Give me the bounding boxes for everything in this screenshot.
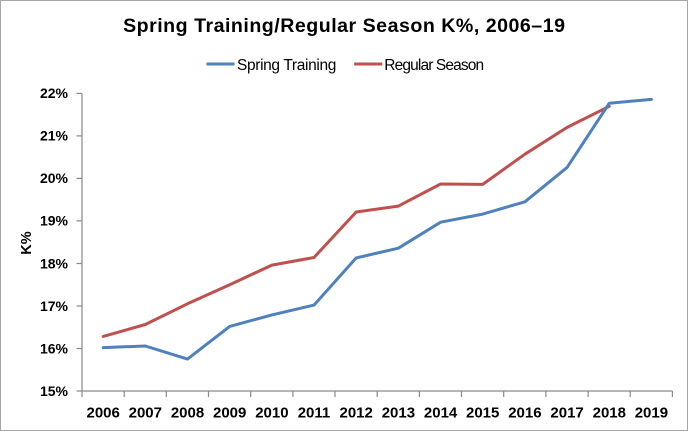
svg-text:2018: 2018 xyxy=(593,404,626,421)
svg-text:19%: 19% xyxy=(40,213,69,229)
svg-text:18%: 18% xyxy=(40,255,69,271)
svg-text:K%: K% xyxy=(19,231,35,254)
svg-text:2009: 2009 xyxy=(213,404,246,421)
svg-text:Regular Season: Regular Season xyxy=(384,57,483,74)
svg-text:2011: 2011 xyxy=(298,404,331,421)
svg-text:2019: 2019 xyxy=(635,404,668,421)
svg-text:2008: 2008 xyxy=(171,404,204,421)
svg-text:2013: 2013 xyxy=(382,404,415,421)
svg-text:21%: 21% xyxy=(40,128,69,144)
svg-text:2017: 2017 xyxy=(550,404,583,421)
svg-text:2014: 2014 xyxy=(424,404,458,421)
svg-text:2016: 2016 xyxy=(508,404,541,421)
svg-text:20%: 20% xyxy=(40,170,69,186)
svg-text:15%: 15% xyxy=(40,383,69,399)
svg-text:2012: 2012 xyxy=(340,404,373,421)
svg-text:2006: 2006 xyxy=(87,404,120,421)
svg-text:2015: 2015 xyxy=(466,404,499,421)
svg-text:2007: 2007 xyxy=(129,404,162,421)
svg-text:Spring Training/Regular Season: Spring Training/Regular Season K%, 2006–… xyxy=(123,15,565,37)
svg-text:16%: 16% xyxy=(40,340,69,356)
svg-text:2010: 2010 xyxy=(255,404,288,421)
svg-text:17%: 17% xyxy=(40,298,69,314)
svg-text:22%: 22% xyxy=(40,85,69,101)
svg-text:Spring Training: Spring Training xyxy=(237,57,336,74)
